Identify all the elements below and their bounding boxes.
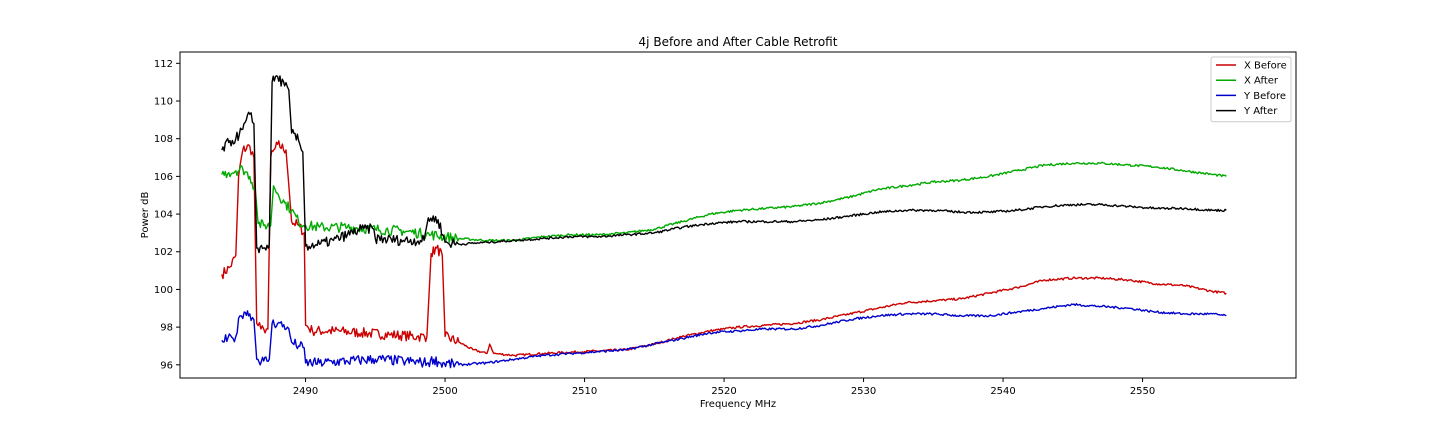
x-tick-label: 2520 xyxy=(711,386,736,397)
legend-entry: Y After xyxy=(1243,106,1278,117)
x-tick-label: 2510 xyxy=(572,386,597,397)
series-line-y-after xyxy=(221,75,1227,254)
legend-entry: X Before xyxy=(1244,61,1287,72)
plot-area xyxy=(221,75,1227,369)
y-tick-label: 112 xyxy=(154,59,173,70)
x-tick-label: 2490 xyxy=(293,386,318,397)
y-tick-label: 98 xyxy=(160,323,173,334)
series-line-y-before xyxy=(221,303,1227,369)
y-tick-label: 100 xyxy=(154,285,173,296)
x-tick-label: 2540 xyxy=(990,386,1015,397)
y-axis: 96 98 100 102 104 106 108 110 112 xyxy=(154,59,180,371)
series-line-x-after xyxy=(221,161,1227,244)
y-tick-label: 104 xyxy=(154,210,173,221)
axes-frame xyxy=(179,51,1297,379)
legend-entry: Y Before xyxy=(1243,91,1286,102)
chart-title: 4j Before and After Cable Retrofit xyxy=(639,35,838,49)
legend-box xyxy=(1210,56,1292,123)
y-tick-label: 108 xyxy=(154,134,173,145)
y-tick-label: 96 xyxy=(160,360,173,371)
x-tick-label: 2500 xyxy=(432,386,457,397)
y-tick-label: 110 xyxy=(154,96,173,107)
x-axis-label: Frequency MHz xyxy=(700,399,776,410)
x-axis: 2490 2500 2510 2520 2530 2540 2550 xyxy=(293,378,1155,397)
y-axis-label: Power dB xyxy=(140,192,151,239)
x-tick-label: 2550 xyxy=(1130,386,1155,397)
legend-entry: X After xyxy=(1244,76,1279,87)
y-tick-label: 106 xyxy=(154,172,173,183)
x-tick-label: 2530 xyxy=(851,386,876,397)
y-tick-label: 102 xyxy=(154,247,173,258)
series-line-x-before xyxy=(221,140,1227,357)
legend: X Before X After Y Before Y After xyxy=(1210,56,1292,123)
